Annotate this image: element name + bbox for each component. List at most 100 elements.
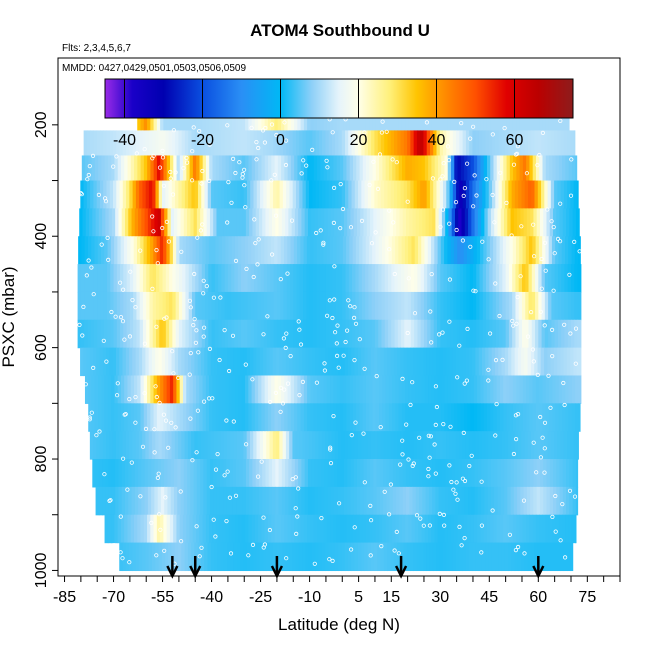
heatmap-cell <box>371 264 376 293</box>
heatmap-cell <box>263 180 268 209</box>
heatmap-cell <box>382 375 387 404</box>
sample-point <box>459 543 464 548</box>
heatmap-cell <box>362 236 367 265</box>
heatmap-cell <box>159 291 164 321</box>
heatmap-cell <box>336 375 341 404</box>
heatmap-cell <box>276 319 281 349</box>
sample-point <box>327 557 332 562</box>
heatmap-cell <box>388 155 393 182</box>
sample-point <box>202 325 207 330</box>
heatmap-cell <box>164 459 169 488</box>
heatmap-cell <box>102 208 106 237</box>
sample-point <box>149 520 154 526</box>
heatmap-cell <box>213 486 218 516</box>
heatmap-cell <box>97 291 102 321</box>
sample-point <box>549 219 554 224</box>
heatmap-cell <box>454 514 459 544</box>
heatmap-cell <box>274 403 279 432</box>
heatmap-cell <box>471 486 476 516</box>
heatmap-cell <box>130 375 135 404</box>
heatmap-cell <box>575 375 579 404</box>
heatmap-cell <box>286 291 291 321</box>
heatmap-cell <box>342 319 347 349</box>
heatmap-cell <box>339 236 344 265</box>
heatmap-cell <box>191 130 196 157</box>
x-tick-label: -10 <box>298 589 321 606</box>
heatmap-cell <box>261 375 266 404</box>
sample-point <box>543 268 548 273</box>
heatmap-cell <box>325 130 330 157</box>
x-tick-label: -85 <box>53 589 76 606</box>
heatmap-cell <box>99 180 104 209</box>
heatmap-cell <box>493 403 498 432</box>
heatmap-cell <box>577 264 582 293</box>
heatmap-cell <box>281 514 285 544</box>
heatmap-cell <box>529 403 534 432</box>
heatmap-cell <box>184 542 189 572</box>
heatmap-cell <box>451 155 455 182</box>
heatmap-cell <box>345 264 350 293</box>
sample-point <box>424 120 429 125</box>
heatmap-cell <box>413 431 418 460</box>
heatmap-cell <box>263 347 267 377</box>
sample-point <box>400 452 405 457</box>
heatmap-cell <box>567 319 572 349</box>
heatmap-cell <box>103 291 108 321</box>
heatmap-cell <box>250 130 255 157</box>
sample-point <box>427 455 432 460</box>
sample-point <box>314 380 319 385</box>
heatmap-cell <box>410 291 415 321</box>
heatmap-cell <box>273 130 278 157</box>
heatmap-cell <box>308 347 313 377</box>
heatmap-cell <box>314 486 319 516</box>
heatmap-cell <box>526 208 531 237</box>
sample-point <box>468 136 473 141</box>
heatmap-cell <box>303 319 307 349</box>
heatmap-cell <box>380 431 385 460</box>
heatmap-cell <box>526 403 530 432</box>
heatmap-cell <box>446 291 451 321</box>
heatmap-cell <box>124 514 129 544</box>
heatmap-cell <box>502 319 507 349</box>
sample-point <box>528 309 534 315</box>
heatmap-cell <box>444 236 448 265</box>
heatmap-cell <box>374 319 379 349</box>
heatmap-cell <box>188 319 193 349</box>
heatmap-cell <box>290 514 295 544</box>
heatmap-cell <box>475 180 480 209</box>
heatmap-cell <box>524 180 529 209</box>
heatmap-cell <box>520 208 525 237</box>
heatmap-cell <box>228 236 233 265</box>
heatmap-cell <box>208 236 213 265</box>
heatmap-cell <box>147 375 151 404</box>
sample-point <box>437 511 442 517</box>
heatmap-cell <box>318 431 323 460</box>
heatmap-cell <box>530 347 535 377</box>
heatmap-cell <box>129 431 133 460</box>
heatmap-cell <box>552 403 557 432</box>
heatmap-cell <box>258 459 263 488</box>
heatmap-cell <box>551 236 556 265</box>
heatmap-cell <box>374 542 378 572</box>
heatmap-cell <box>477 486 482 516</box>
heatmap-cell <box>242 208 247 237</box>
heatmap-cell <box>451 486 456 516</box>
heatmap-cell <box>242 459 247 488</box>
heatmap-cell <box>117 403 122 432</box>
heatmap-cell <box>251 236 256 265</box>
heatmap-cell <box>450 291 454 321</box>
sample-point <box>462 186 467 191</box>
heatmap-cell <box>227 431 231 460</box>
heatmap-cell <box>545 236 550 265</box>
heatmap-cell <box>405 375 410 404</box>
sample-point <box>493 357 499 363</box>
heatmap-cell <box>473 514 478 544</box>
heatmap-cell <box>452 180 457 209</box>
heatmap-cell <box>184 130 189 157</box>
heatmap-cell <box>480 375 485 404</box>
heatmap-cell <box>570 291 575 321</box>
heatmap-cell <box>258 514 262 544</box>
heatmap-cell <box>437 514 442 544</box>
heatmap-cell <box>453 236 458 265</box>
heatmap-cell <box>104 375 109 404</box>
